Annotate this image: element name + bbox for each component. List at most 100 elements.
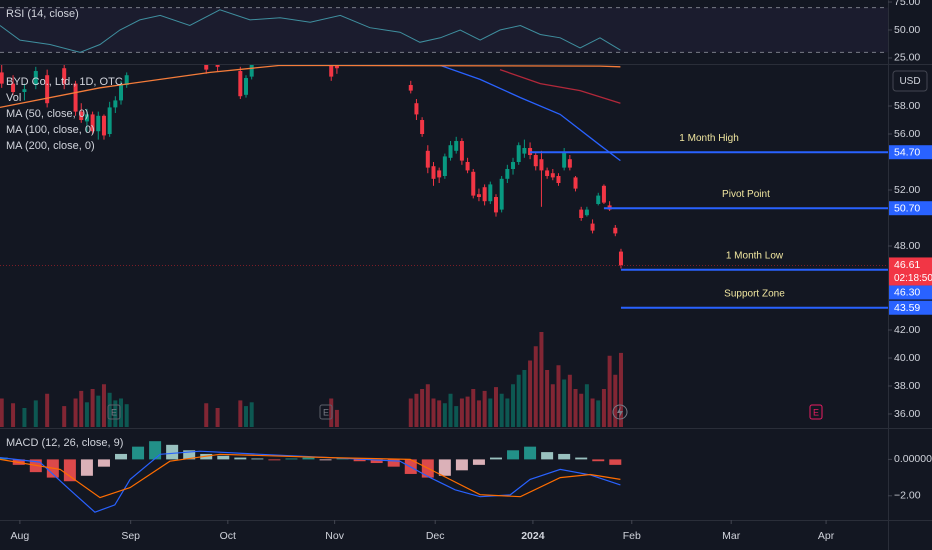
volume-bar <box>0 398 4 427</box>
level-name: 1 Month High <box>679 133 738 144</box>
macd-pane <box>0 441 622 513</box>
candle-body <box>334 65 339 69</box>
volume-bar <box>448 393 453 427</box>
volume-bar <box>590 398 595 427</box>
volume-bar <box>238 400 243 427</box>
volume-bar <box>505 398 510 427</box>
candle-body <box>465 162 470 171</box>
volume-bar <box>476 400 481 427</box>
candle-body <box>476 194 481 198</box>
level-price-label: 50.70 <box>894 202 920 214</box>
candle-body <box>545 170 550 177</box>
volume-bar <box>124 404 129 427</box>
candle-body <box>73 83 78 112</box>
earnings-icon[interactable]: E <box>107 404 121 420</box>
macd-histogram-bar <box>302 457 315 460</box>
price-pane <box>0 65 888 269</box>
time-tick-label: Aug <box>11 530 30 542</box>
candle-body <box>584 209 589 216</box>
volume-bar <box>119 398 124 427</box>
volume-bar <box>11 403 16 427</box>
macd-histogram-bar <box>149 441 162 460</box>
volume-bar <box>516 374 521 427</box>
price-tick-label: 48.00 <box>894 240 920 252</box>
svg-text:E: E <box>813 407 819 417</box>
candle-body <box>414 103 419 115</box>
volume-bar <box>408 398 413 427</box>
currency-button[interactable]: USD <box>892 70 928 92</box>
macd-histogram-bar <box>558 453 571 460</box>
time-tick-label: Oct <box>220 530 236 542</box>
macd-histogram-bar <box>370 459 383 464</box>
volume-bar <box>545 370 550 427</box>
svg-text:E: E <box>323 407 329 417</box>
currency-label: USD <box>899 76 920 87</box>
macd-histogram-bar <box>115 453 128 460</box>
volume-bar <box>533 346 538 427</box>
ma-legend: MA (200, close, 0) <box>6 140 95 152</box>
time-tick-label: Mar <box>722 530 741 542</box>
rsi-tick-label: 75.00 <box>894 0 920 8</box>
macd-histogram-bar <box>575 457 588 460</box>
candle-body <box>215 65 220 67</box>
macd-histogram-bar <box>438 459 451 476</box>
candle-body <box>579 209 584 219</box>
earnings-icon[interactable]: E <box>319 404 333 420</box>
candle-body <box>516 145 521 163</box>
volume-bar <box>33 400 38 427</box>
time-tick-label: Dec <box>426 530 445 542</box>
volume-bar <box>528 360 533 427</box>
volume-bar <box>334 409 339 427</box>
macd-histogram-bar <box>336 458 349 460</box>
candle-body <box>0 72 4 84</box>
candle-body <box>96 115 101 132</box>
macd-histogram-bar <box>472 459 485 465</box>
candle-body <box>249 65 254 77</box>
macd-histogram-bar <box>285 458 298 460</box>
volume-bar <box>79 390 84 427</box>
dividend-icon[interactable] <box>612 404 628 420</box>
volume-bar <box>431 398 436 427</box>
volume-bar <box>493 387 498 427</box>
level-name: 1 Month Low <box>726 250 784 261</box>
time-tick-label: 2024 <box>521 530 545 542</box>
volume-label: Vol <box>6 92 21 104</box>
volume-bar <box>499 393 504 427</box>
macd-histogram-bar <box>268 459 281 461</box>
price-tick-label: 52.00 <box>894 184 920 196</box>
volume-bar <box>556 365 561 427</box>
macd-label: MACD (12, 26, close, 9) <box>6 437 123 449</box>
candle-body <box>613 227 618 234</box>
volume-bar <box>550 384 555 427</box>
candle-body <box>493 197 498 213</box>
candle-body <box>442 156 447 177</box>
earnings-icon[interactable]: E <box>809 404 823 420</box>
candle-body <box>562 152 567 168</box>
volume-bar <box>96 395 101 427</box>
candle-body <box>204 65 209 70</box>
volume-bar <box>425 384 430 427</box>
moving-average-line <box>0 65 621 109</box>
time-tick-label: Nov <box>325 530 344 542</box>
level-price-label: 46.30 <box>894 287 920 299</box>
level-price-box <box>889 285 932 300</box>
candle-body <box>45 75 50 104</box>
last-price-box <box>889 257 932 286</box>
level-price-label: 54.70 <box>894 146 920 158</box>
volume-bar <box>596 400 601 427</box>
countdown-label: 02:18:50 <box>894 273 932 284</box>
candle-body <box>90 114 95 132</box>
volume-bar <box>607 355 612 427</box>
rsi-pane <box>0 7 888 53</box>
candle-body <box>408 85 413 91</box>
macd-histogram-bar <box>166 444 179 460</box>
volume-bar <box>465 396 470 427</box>
macd-histogram-bar <box>353 459 366 462</box>
macd-histogram-bar <box>592 459 605 462</box>
volume-bar <box>414 393 419 427</box>
candle-body <box>84 114 89 122</box>
volume-bar <box>601 389 606 427</box>
candle-body <box>505 169 510 179</box>
volume-bar <box>459 398 464 427</box>
